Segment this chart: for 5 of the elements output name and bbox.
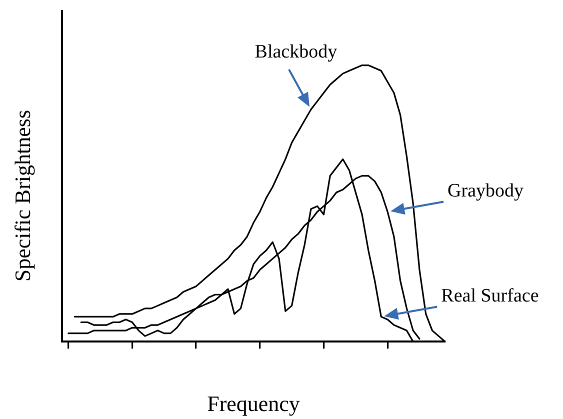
- x-axis-title: Frequency: [207, 390, 300, 416]
- y-axis-title: Specific Brightness: [10, 110, 35, 282]
- text: Graybody: [448, 180, 524, 202]
- series-label: Blackbody: [254, 41, 338, 62]
- text: Real Surface: [441, 286, 539, 307]
